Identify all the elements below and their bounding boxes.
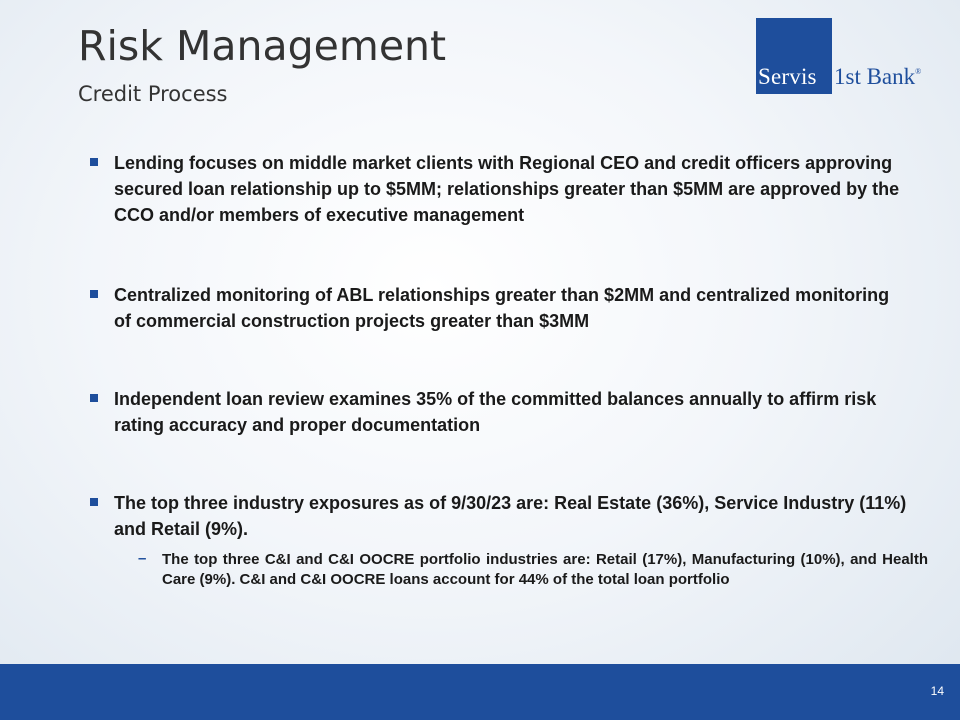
bullet-text: Lending focuses on middle market clients… [114,153,900,225]
page-subtitle: Credit Process [78,82,228,106]
page-number: 14 [930,684,944,698]
bullet-text: Centralized monitoring of ABL relationsh… [114,285,890,331]
dash-bullet-icon: – [138,550,147,567]
bullet-item: Centralized monitoring of ABL relationsh… [90,282,910,334]
logo-registered-mark: ® [915,67,922,76]
footer-bar: 14 [0,664,960,720]
page-title: Risk Management [78,22,447,70]
logo-text-bank: 1st Bank® [834,64,921,90]
logo-text-bank-name: 1st Bank [834,64,916,89]
sub-bullet-item: – The top three C&I and C&I OOCRE portfo… [138,550,928,590]
square-bullet-icon [90,158,98,166]
bullet-text: Independent loan review examines 35% of … [114,389,877,435]
square-bullet-icon [90,498,98,506]
square-bullet-icon [90,290,98,298]
logo-text-servis: Servis [758,64,817,89]
bullet-item: Independent loan review examines 35% of … [90,386,910,438]
logo-square [756,18,832,94]
bullet-text: The top three industry exposures as of 9… [114,493,907,539]
bullet-item: Lending focuses on middle market clients… [90,150,910,228]
bullet-item: The top three industry exposures as of 9… [90,490,910,542]
sub-bullet-text: The top three C&I and C&I OOCRE portfoli… [162,551,928,588]
bank-logo: Servis 1st Bank® [756,18,940,94]
square-bullet-icon [90,394,98,402]
